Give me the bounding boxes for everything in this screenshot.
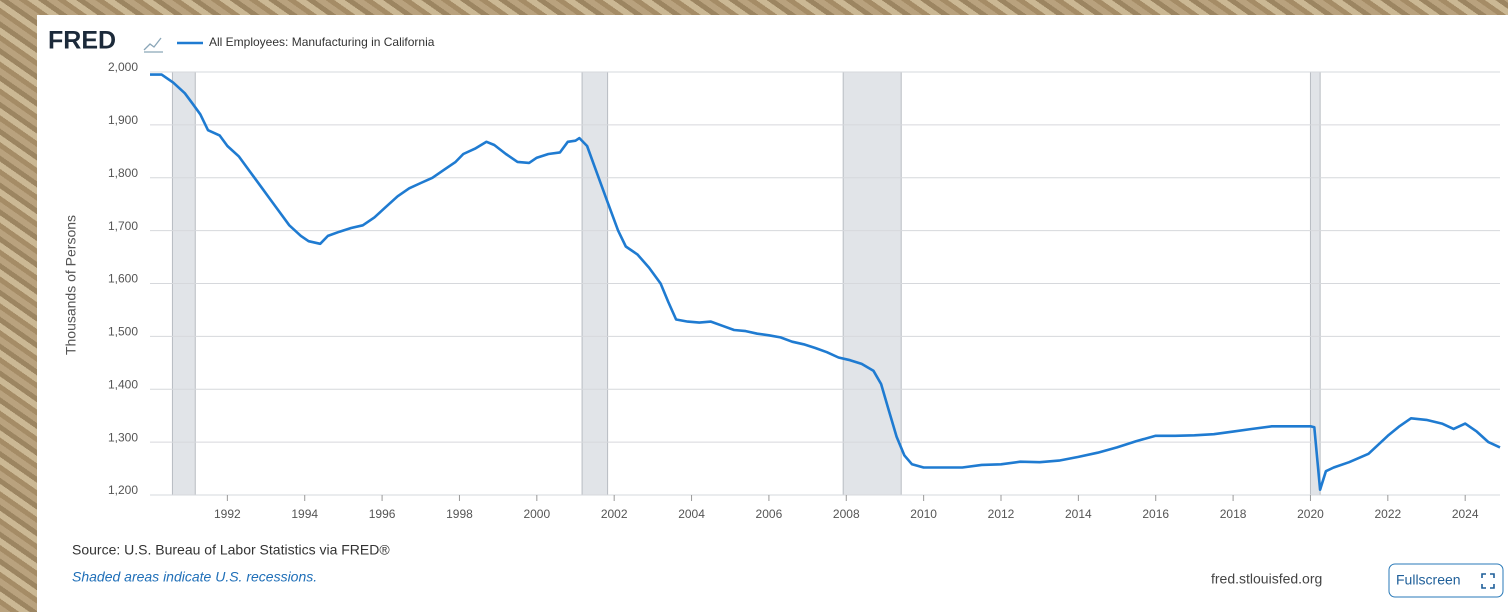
y-tick-label: 1,600 — [108, 272, 138, 286]
y-tick-label: 1,800 — [108, 166, 138, 180]
x-tick-label: 2010 — [910, 507, 937, 521]
note: Shaded areas indicate U.S. recessions. — [72, 569, 317, 585]
x-tick-label: 1998 — [446, 507, 473, 521]
x-tick-label: 2004 — [678, 507, 705, 521]
y-tick-label: 2,000 — [108, 60, 138, 74]
x-tick-label: 2002 — [601, 507, 628, 521]
x-tick-label: 2000 — [523, 507, 550, 521]
brand: FRED — [48, 27, 116, 55]
site: fred.stlouisfed.org — [1211, 571, 1322, 587]
y-tick-label: 1,200 — [108, 483, 138, 497]
legend-label: All Employees: Manufacturing in Californ… — [209, 35, 435, 49]
button-icon[interactable] — [1481, 573, 1495, 589]
x-tick-label: 2022 — [1374, 507, 1401, 521]
y-tick-label: 1,700 — [108, 219, 138, 233]
x-tick-label: 2014 — [1065, 507, 1092, 521]
button-frame[interactable] — [1388, 563, 1504, 598]
y-axis-label: Thousands of Persons — [63, 215, 79, 355]
y-tick-label: 1,400 — [108, 377, 138, 391]
x-tick-label: 2024 — [1452, 507, 1479, 521]
fullscreen-button[interactable]: Fullscreen — [1388, 563, 1504, 598]
x-tick-label: 1994 — [291, 507, 318, 521]
x-tick-label: 2006 — [756, 507, 783, 521]
series-line — [150, 73, 1501, 491]
x-tick-label: 2008 — [833, 507, 860, 521]
source: Source: U.S. Bureau of Labor Statistics … — [72, 542, 390, 558]
x-tick-label: 2016 — [1142, 507, 1169, 521]
x-tick-label: 2012 — [988, 507, 1015, 521]
x-tick-label: 1996 — [369, 507, 396, 521]
y-tick-label: 1,900 — [108, 113, 138, 127]
y-tick-label: 1,300 — [108, 430, 138, 444]
x-tick-label: 2020 — [1297, 507, 1324, 521]
button-label[interactable]: Fullscreen — [1396, 572, 1461, 588]
panel — [37, 15, 1508, 612]
x-tick-label: 1992 — [214, 507, 241, 521]
brand-icon — [143, 37, 163, 53]
x-tick-label: 2018 — [1220, 507, 1247, 521]
y-tick-label: 1,500 — [108, 325, 138, 339]
